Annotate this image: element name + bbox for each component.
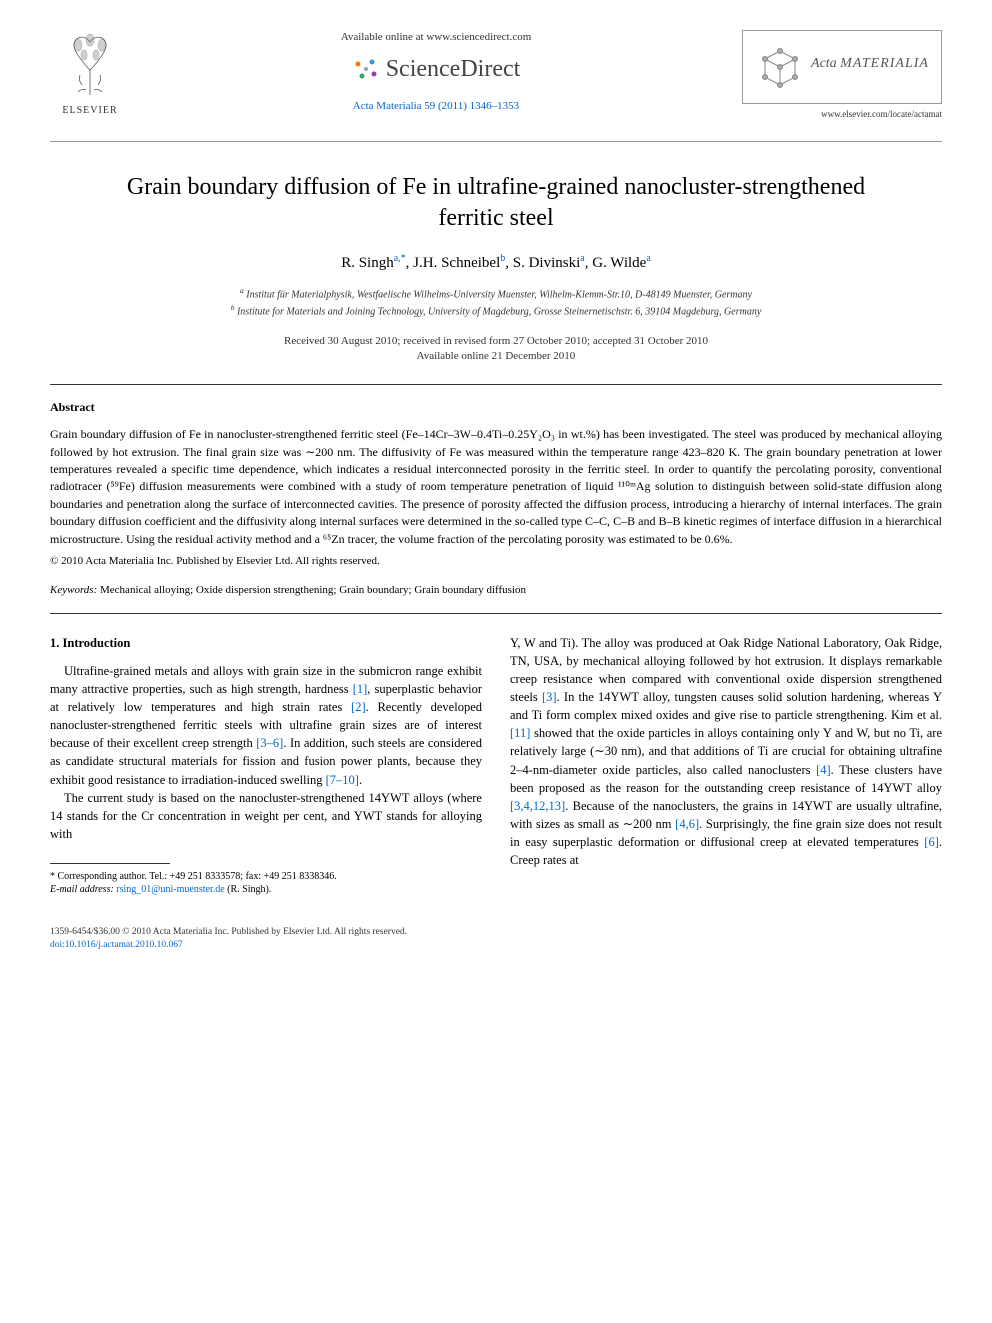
abstract-label: Abstract	[50, 399, 942, 416]
footer-copyright: 1359-6454/$36.00 © 2010 Acta Materialia …	[50, 926, 942, 939]
keywords: Keywords: Mechanical alloying; Oxide dis…	[50, 583, 942, 598]
acta-title: Acta MATERIALIA	[811, 54, 929, 74]
cite-link[interactable]: [6]	[924, 835, 939, 849]
intro-para-2-continued: Y, W and Ti). The alloy was produced at …	[510, 634, 942, 870]
header-divider	[50, 141, 942, 142]
cite-link[interactable]: [1]	[353, 682, 368, 696]
cite-link[interactable]: [3,4,12,13]	[510, 799, 565, 813]
affiliation-b: b Institute for Materials and Joining Te…	[50, 303, 942, 319]
author: R. Singha,*	[341, 255, 405, 271]
intro-para-2: The current study is based on the nanocl…	[50, 789, 482, 843]
journal-url: www.elsevier.com/locate/actamat	[742, 108, 942, 121]
keywords-list: Mechanical alloying; Oxide dispersion st…	[100, 584, 526, 596]
cite-link[interactable]: [4]	[816, 763, 831, 777]
author: S. Divinskia	[513, 255, 585, 271]
center-header: Available online at www.sciencedirect.co…	[130, 30, 742, 114]
author: J.H. Schneibelb	[413, 255, 505, 271]
paper-title: Grain boundary diffusion of Fe in ultraf…	[110, 172, 882, 234]
left-column: 1. Introduction Ultrafine-grained metals…	[50, 634, 482, 896]
footnote-rule	[50, 863, 170, 864]
sciencedirect-text: ScienceDirect	[386, 53, 521, 87]
body-columns: 1. Introduction Ultrafine-grained metals…	[50, 634, 942, 896]
journal-logo-container: Acta MATERIALIA www.elsevier.com/locate/…	[742, 30, 942, 121]
abstract-top-rule	[50, 384, 942, 385]
elsevier-tree-icon	[60, 30, 120, 100]
cite-link[interactable]: [7–10]	[326, 773, 359, 787]
abstract-bottom-rule	[50, 613, 942, 614]
page-header: ELSEVIER Available online at www.science…	[50, 30, 942, 121]
available-date: Available online 21 December 2010	[50, 349, 942, 364]
sciencedirect-icon	[352, 56, 380, 84]
cite-link[interactable]: [3]	[542, 690, 557, 704]
email-link[interactable]: rsing_01@uni-muenster.de	[116, 884, 224, 895]
cite-link[interactable]: [11]	[510, 726, 530, 740]
available-online-text: Available online at www.sciencedirect.co…	[150, 30, 722, 45]
right-column: Y, W and Ti). The alloy was produced at …	[510, 634, 942, 896]
cite-link[interactable]: [3–6]	[256, 736, 283, 750]
article-dates: Received 30 August 2010; received in rev…	[50, 334, 942, 365]
journal-reference[interactable]: Acta Materialia 59 (2011) 1346–1353	[150, 99, 722, 114]
authors-line: R. Singha,*, J.H. Schneibelb, S. Divinsk…	[50, 252, 942, 274]
keywords-label: Keywords:	[50, 584, 97, 596]
elsevier-logo: ELSEVIER	[50, 30, 130, 118]
affiliation-a: a Institut für Materialphysik, Westfaeli…	[50, 286, 942, 302]
page-footer: 1359-6454/$36.00 © 2010 Acta Materialia …	[50, 926, 942, 953]
sciencedirect-logo: ScienceDirect	[150, 53, 722, 87]
intro-para-1: Ultrafine-grained metals and alloys with…	[50, 662, 482, 789]
cite-link[interactable]: [2]	[351, 700, 366, 714]
corresponding-author-footnote: * Corresponding author. Tel.: +49 251 83…	[50, 870, 482, 896]
footer-doi[interactable]: doi:10.1016/j.actamat.2010.10.067	[50, 939, 942, 952]
elsevier-label: ELSEVIER	[50, 104, 130, 118]
author: G. Wildea	[592, 255, 651, 271]
affiliations: a Institut für Materialphysik, Westfaeli…	[50, 286, 942, 320]
cite-link[interactable]: [4,6]	[675, 817, 699, 831]
received-date: Received 30 August 2010; received in rev…	[50, 334, 942, 349]
acta-materialia-logo-box: Acta MATERIALIA	[742, 30, 942, 104]
acta-cube-icon	[755, 39, 805, 89]
abstract-copyright: © 2010 Acta Materialia Inc. Published by…	[50, 554, 942, 569]
abstract-text: Grain boundary diffusion of Fe in nanocl…	[50, 426, 942, 548]
section-1-heading: 1. Introduction	[50, 634, 482, 652]
